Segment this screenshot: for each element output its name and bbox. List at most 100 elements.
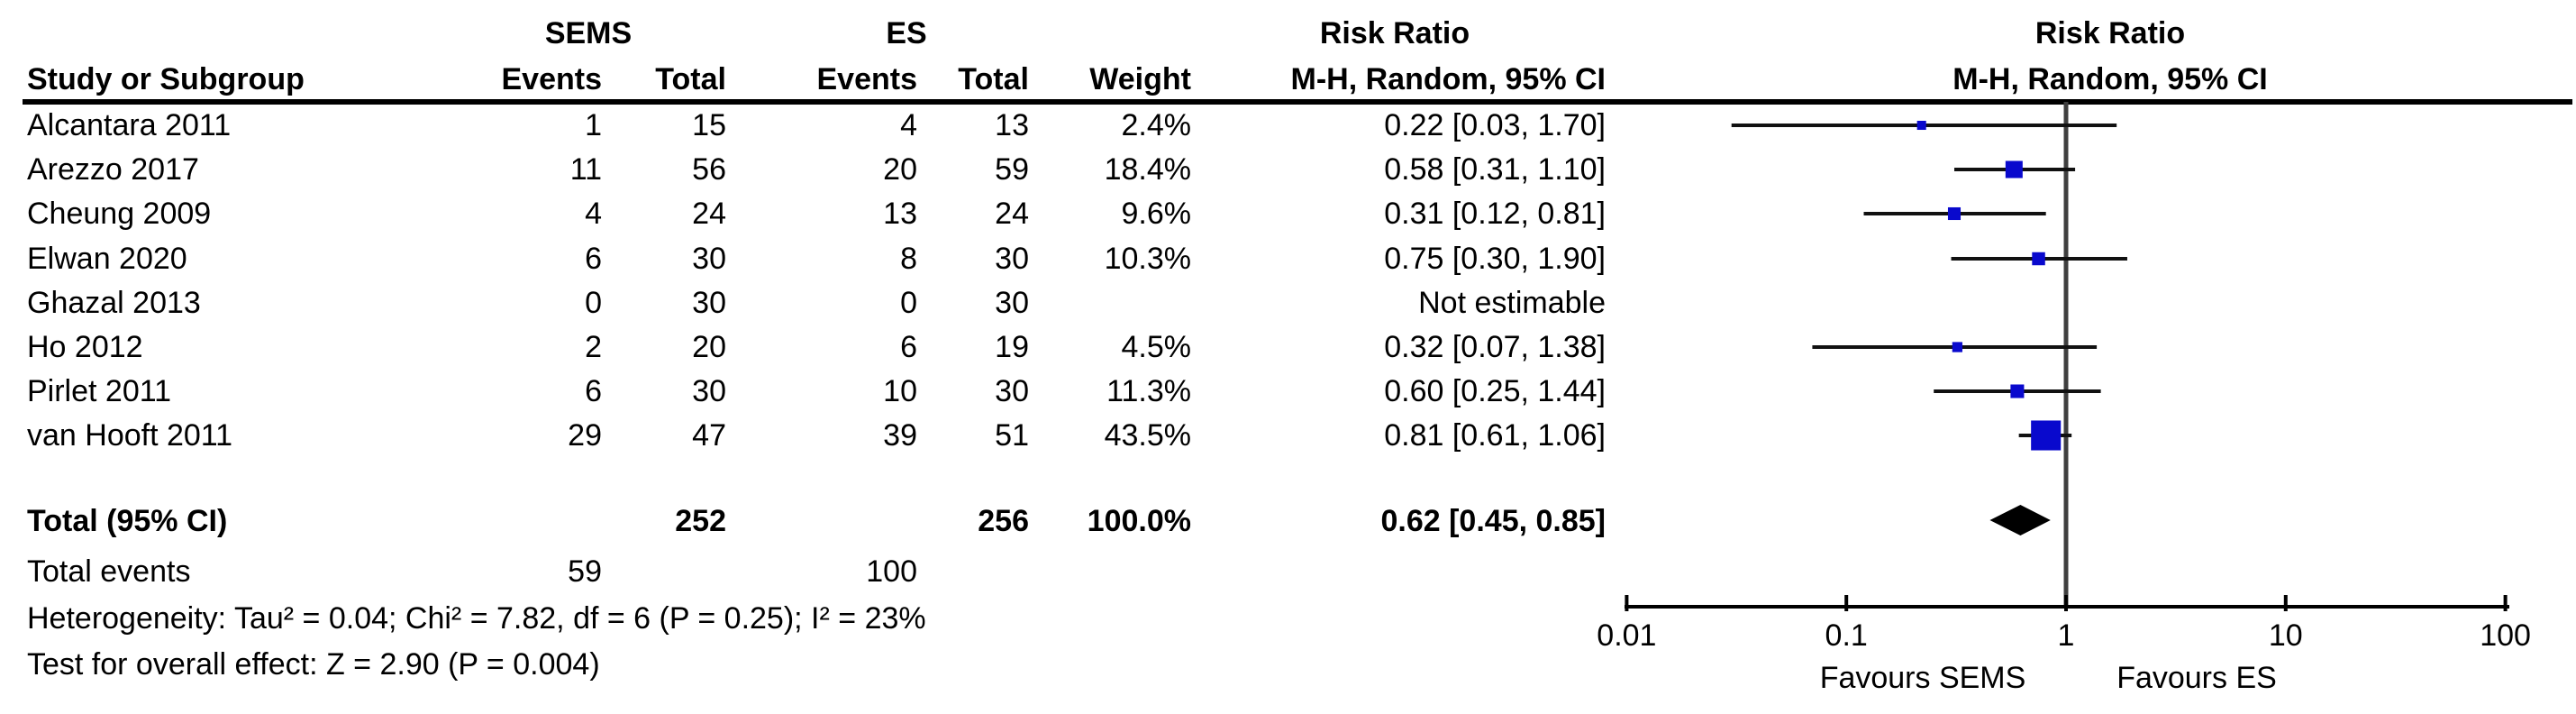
effect-marker — [2031, 420, 2062, 451]
sems-total-cell: 20 — [692, 330, 726, 364]
effect-marker — [2032, 252, 2045, 266]
es-total-cell: 19 — [995, 330, 1029, 364]
effect-marker — [2010, 384, 2025, 398]
favours-right-label: Favours ES — [2116, 661, 2277, 695]
study-name: Pirlet 2011 — [27, 374, 172, 408]
es-events-cell: 39 — [883, 418, 917, 453]
study-name: Cheung 2009 — [27, 197, 212, 231]
axis-tick-label: 100 — [2480, 618, 2531, 653]
sems-events-cell: 4 — [585, 197, 602, 231]
weight-cell: 4.5% — [1121, 330, 1192, 364]
column-header-risk-ratio: Risk Ratio — [1319, 16, 1470, 50]
axis-tick-label: 0.01 — [1597, 618, 1657, 653]
sems-total-cell: 30 — [692, 374, 726, 408]
es-total-cell: 13 — [995, 108, 1029, 142]
total-weight: 100.0% — [1087, 504, 1191, 538]
effect-marker — [2005, 160, 2023, 178]
es-total-cell: 30 — [995, 242, 1029, 276]
es-events-cell: 8 — [900, 242, 917, 276]
total-row-label: Total (95% CI) — [27, 504, 228, 538]
study-name: van Hooft 2011 — [27, 418, 233, 453]
es-events-cell: 20 — [883, 152, 917, 187]
ci-text-cell: 0.60 [0.25, 1.44] — [1384, 374, 1606, 408]
column-header-sems-events: Events — [501, 62, 603, 96]
study-row: Cheung 2009 4 24 13 24 9.6% 0.31 [0.12, 0.81] — [0, 191, 2576, 236]
es-events-cell: 4 — [900, 108, 917, 142]
total-es-n: 256 — [978, 504, 1029, 538]
heterogeneity-text: Heterogeneity: Tau² = 0.04; Chi² = 7.82,… — [27, 601, 926, 636]
study-name: Ghazal 2013 — [27, 286, 201, 320]
study-name: Arezzo 2017 — [27, 152, 199, 187]
axis-tick-label: 1 — [2057, 618, 2075, 653]
study-row: Alcantara 2011 1 15 4 13 2.4% 0.22 [0.03, 1.70… — [0, 103, 2576, 148]
column-header-es-events: Events — [816, 62, 918, 96]
sems-total-cell: 56 — [692, 152, 726, 187]
sems-total-cell: 30 — [692, 286, 726, 320]
ci-text-cell: Not estimable — [1418, 286, 1606, 320]
ci-text-cell: 0.32 [0.07, 1.38] — [1384, 330, 1606, 364]
axis-tick-label: 0.1 — [1825, 618, 1868, 653]
column-header-sems-total: Total — [655, 62, 726, 96]
column-header-es-total: Total — [958, 62, 1029, 96]
summary-diamond — [1989, 505, 2051, 536]
sems-events-cell: 2 — [585, 330, 602, 364]
sems-events-cell: 6 — [585, 242, 602, 276]
column-header-study: Study or Subgroup — [27, 62, 305, 96]
study-row: Ghazal 2013 0 30 0 30 Not estimable — [0, 280, 2576, 325]
sems-events-cell: 1 — [585, 108, 602, 142]
weight-cell: 10.3% — [1104, 242, 1191, 276]
weight-cell: 11.3% — [1106, 374, 1191, 408]
study-name: Elwan 2020 — [27, 242, 187, 276]
es-events-cell: 0 — [900, 286, 917, 320]
axis-tick-label: 10 — [2268, 618, 2303, 653]
study-name: Ho 2012 — [27, 330, 143, 364]
ci-text-cell: 0.58 [0.31, 1.10] — [1384, 152, 1606, 187]
es-events-cell: 10 — [883, 374, 917, 408]
sems-total-cell: 24 — [692, 197, 726, 231]
group-header-es: ES — [886, 16, 927, 50]
weight-cell: 9.6% — [1121, 197, 1192, 231]
study-row: Ho 2012 2 20 6 19 4.5% 0.32 [0.07, 1.38] — [0, 325, 2576, 370]
effect-marker — [1952, 342, 1962, 352]
es-total-cell: 24 — [995, 197, 1029, 231]
ci-text-cell: 0.22 [0.03, 1.70] — [1384, 108, 1606, 142]
effect-marker — [1916, 120, 1926, 131]
study-row: Elwan 2020 6 30 8 30 10.3% 0.75 [0.30, 1.90] — [0, 236, 2576, 281]
total-events-es: 100 — [866, 554, 917, 589]
ci-text-cell: 0.75 [0.30, 1.90] — [1384, 242, 1606, 276]
weight-cell: 2.4% — [1121, 108, 1192, 142]
weight-cell: 43.5% — [1104, 418, 1191, 453]
es-total-cell: 30 — [995, 286, 1029, 320]
es-events-cell: 6 — [900, 330, 917, 364]
total-sems-n: 252 — [675, 504, 726, 538]
column-header-ci: M-H, Random, 95% CI — [1290, 62, 1606, 96]
column-header-weight: Weight — [1089, 62, 1191, 96]
weight-cell: 18.4% — [1104, 152, 1191, 187]
sems-total-cell: 47 — [692, 418, 726, 453]
total-events-label: Total events — [27, 554, 191, 589]
es-total-cell: 59 — [995, 152, 1029, 187]
sems-events-cell: 11 — [569, 152, 602, 187]
study-row: Arezzo 2017 11 56 20 59 18.4% 0.58 [0.31, 1.10… — [0, 147, 2576, 192]
study-row: van Hooft 2011 29 47 39 51 43.5% 0.81 [0.61, 1… — [0, 413, 2576, 458]
favours-left-label: Favours SEMS — [1819, 661, 2026, 695]
sems-total-cell: 15 — [692, 108, 726, 142]
sems-events-cell: 0 — [585, 286, 602, 320]
group-header-sems: SEMS — [544, 16, 633, 50]
study-row: Pirlet 2011 6 30 10 30 11.3% 0.60 [0.25, 1.44] — [0, 369, 2576, 414]
plot-header-ci: M-H, Random, 95% CI — [1952, 62, 2268, 96]
total-events-sems: 59 — [568, 554, 602, 589]
es-events-cell: 13 — [883, 197, 917, 231]
sems-events-cell: 6 — [585, 374, 602, 408]
sems-total-cell: 30 — [692, 242, 726, 276]
ci-text-cell: 0.31 [0.12, 0.81] — [1384, 197, 1606, 231]
overall-effect-text: Test for overall effect: Z = 2.90 (P = 0… — [27, 647, 600, 682]
sems-events-cell: 29 — [568, 418, 602, 453]
ci-text-cell: 0.81 [0.61, 1.06] — [1384, 418, 1606, 453]
es-total-cell: 51 — [995, 418, 1029, 453]
plot-header-risk-ratio: Risk Ratio — [2034, 16, 2186, 50]
total-ci-text: 0.62 [0.45, 0.85] — [1380, 504, 1606, 538]
effect-marker — [1947, 206, 1962, 221]
